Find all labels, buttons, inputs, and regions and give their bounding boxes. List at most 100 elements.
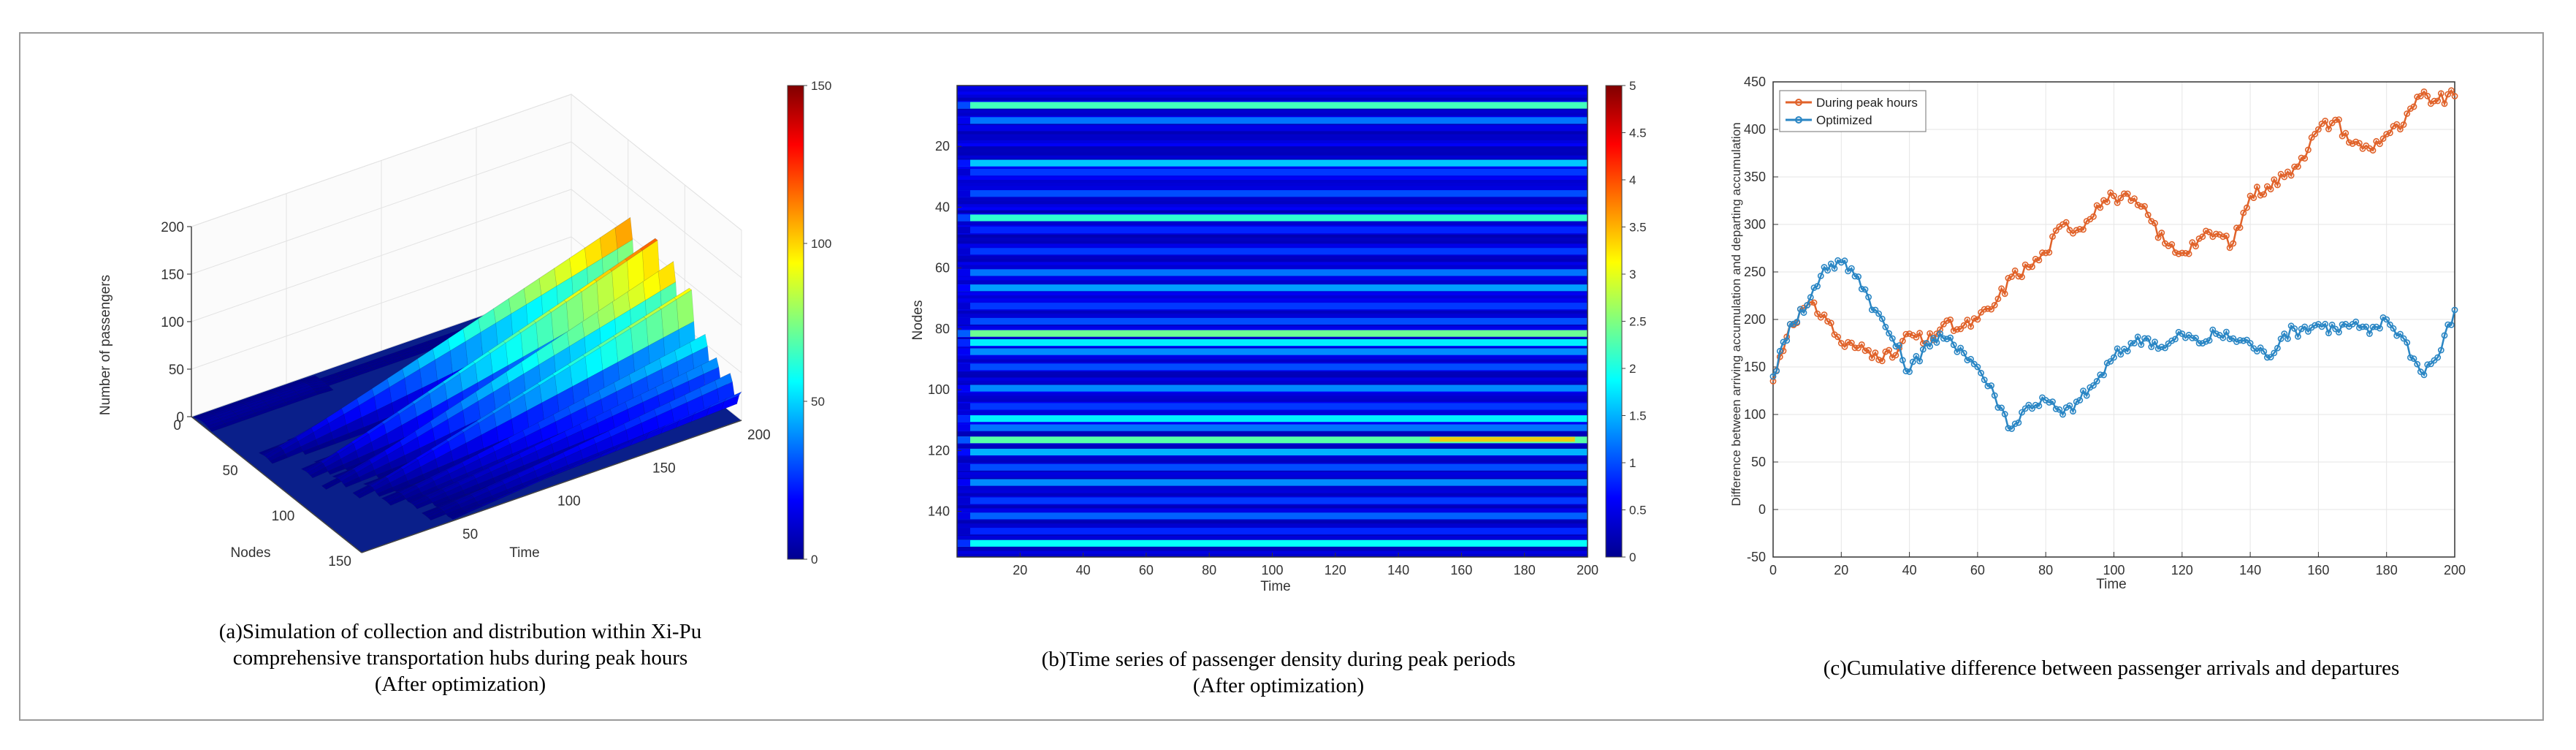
series-optimized-point bbox=[2339, 321, 2346, 328]
series-peak-point bbox=[2005, 275, 2012, 281]
series-peak-point bbox=[2039, 249, 2046, 257]
heatmap-row bbox=[957, 140, 1588, 144]
series-optimized-point bbox=[2271, 349, 2278, 357]
heatmap-row bbox=[957, 298, 1588, 302]
heatmap-band-start bbox=[957, 317, 970, 325]
series-peak-point bbox=[2111, 192, 2117, 200]
series-optimized-point bbox=[2131, 340, 2138, 346]
line-grid bbox=[1772, 81, 2455, 558]
legend-optimized-marker bbox=[1795, 116, 1802, 124]
heatmap-row bbox=[957, 259, 1588, 262]
series-peak-point bbox=[1827, 319, 1834, 327]
series-optimized-point bbox=[2212, 330, 2219, 337]
series-peak-point bbox=[1988, 306, 1994, 313]
heatmap-ytick-label: 40 bbox=[935, 200, 950, 214]
heatmap-xtick-label: 160 bbox=[1450, 563, 1472, 577]
series-optimized-point bbox=[1821, 264, 1828, 270]
surface-axes: 0 50 100 150 200 0 50 100 150 50 100 150 200 bbox=[161, 220, 770, 569]
series-optimized-point bbox=[1878, 315, 1886, 322]
series-optimized-point bbox=[1981, 376, 1988, 383]
heatmap-band-start bbox=[957, 448, 970, 456]
heatmap-row bbox=[957, 256, 1588, 260]
line-ytick-label: 400 bbox=[1744, 122, 1766, 137]
line-ytick-label: 100 bbox=[1744, 407, 1766, 422]
series-peak-point bbox=[2250, 194, 2257, 201]
heatmap-band-start bbox=[957, 363, 970, 371]
series-optimized-point bbox=[1796, 306, 1804, 313]
series-peak-point bbox=[2230, 240, 2237, 247]
heatmap-hotspot bbox=[1430, 436, 1575, 442]
line-xtick-label: 180 bbox=[2376, 563, 2398, 577]
legend-peak-marker bbox=[1795, 99, 1802, 106]
series-peak-point bbox=[2376, 140, 2383, 148]
series-optimized-point bbox=[1851, 273, 1859, 280]
series-peak-point bbox=[2267, 186, 2274, 193]
caption-a-line-2: comprehensive transportation hubs during… bbox=[232, 646, 688, 670]
series-peak-point bbox=[1991, 302, 1998, 308]
series-optimized-point bbox=[1960, 349, 1967, 357]
series-optimized-point bbox=[1837, 259, 1845, 266]
heatmap-row bbox=[957, 505, 1588, 509]
series-peak-point bbox=[1947, 316, 1954, 323]
series-optimized-point bbox=[2152, 338, 2158, 345]
heatmap-colorbar-label: 0 bbox=[1629, 550, 1636, 564]
series-optimized-point bbox=[2301, 323, 2309, 330]
series-peak-point bbox=[2185, 250, 2192, 257]
series-optimized-point bbox=[2424, 361, 2431, 368]
heatmap-ytick-label: 20 bbox=[935, 139, 950, 154]
series-peak-point bbox=[2400, 121, 2407, 128]
heatmap-ytick-label: 140 bbox=[928, 504, 950, 519]
series-optimized-point bbox=[2107, 357, 2114, 365]
series-optimized-point bbox=[2097, 371, 2104, 378]
series-peak-point bbox=[2032, 255, 2039, 262]
series-peak-point bbox=[2175, 250, 2182, 257]
series-optimized-point bbox=[1933, 339, 1940, 346]
series-peak-point bbox=[2393, 121, 2401, 128]
series-optimized-point bbox=[1906, 368, 1913, 375]
heatmap-colorbar-label: 0.5 bbox=[1629, 504, 1647, 518]
heatmap-ytick-label: 120 bbox=[928, 443, 950, 458]
heatmap-band-start bbox=[957, 269, 970, 276]
series-optimized-point bbox=[2219, 334, 2227, 341]
series-peak-point bbox=[1821, 311, 1828, 318]
series-optimized-point bbox=[2427, 360, 2434, 368]
series-optimized-point bbox=[2093, 378, 2100, 385]
series-peak-point bbox=[1845, 338, 1851, 346]
heatmap-xlabel: Time bbox=[1260, 579, 1291, 594]
series-optimized-point bbox=[1943, 336, 1951, 343]
series-optimized-point bbox=[1769, 373, 1777, 380]
series-optimized-point bbox=[1916, 357, 1923, 365]
series-optimized-point bbox=[2114, 345, 2121, 352]
series-peak-point bbox=[2434, 97, 2442, 105]
heatmap-row bbox=[957, 183, 1588, 186]
heatmap-row bbox=[957, 493, 1588, 497]
series-optimized-point bbox=[1967, 355, 1974, 363]
series-optimized-point bbox=[2090, 382, 2097, 389]
series-peak-point bbox=[2257, 192, 2264, 199]
series-peak-point bbox=[2124, 190, 2131, 197]
series-peak-point bbox=[1954, 326, 1961, 333]
heatmap-row bbox=[957, 444, 1588, 448]
line-ylabel: Difference between arriving accumulation… bbox=[1729, 122, 1743, 506]
heatmap-row bbox=[957, 146, 1588, 150]
series-peak-point bbox=[1899, 338, 1906, 344]
heatmap-band bbox=[957, 159, 1588, 167]
heatmap-band bbox=[957, 448, 1588, 456]
heatmap-ylabel: Nodes bbox=[910, 300, 926, 341]
series-optimized-point bbox=[1800, 309, 1807, 317]
series-peak-point bbox=[2260, 191, 2268, 198]
series-optimized-point bbox=[1886, 330, 1892, 337]
series-optimized-point bbox=[2410, 355, 2417, 363]
series-optimized-point bbox=[2230, 335, 2237, 342]
series-peak-point bbox=[2420, 88, 2428, 95]
series-optimized-point bbox=[2359, 323, 2366, 330]
series-peak-point bbox=[2243, 204, 2250, 211]
series-peak-point bbox=[2342, 129, 2350, 137]
series-peak-point bbox=[1882, 348, 1889, 355]
series-peak-point bbox=[2253, 183, 2260, 191]
heatmap-row bbox=[957, 94, 1588, 99]
series-peak-point bbox=[2379, 135, 2387, 143]
heatmap-band-start bbox=[957, 190, 970, 197]
heatmap-band-start bbox=[957, 463, 970, 471]
heatmap-band bbox=[957, 102, 1588, 109]
